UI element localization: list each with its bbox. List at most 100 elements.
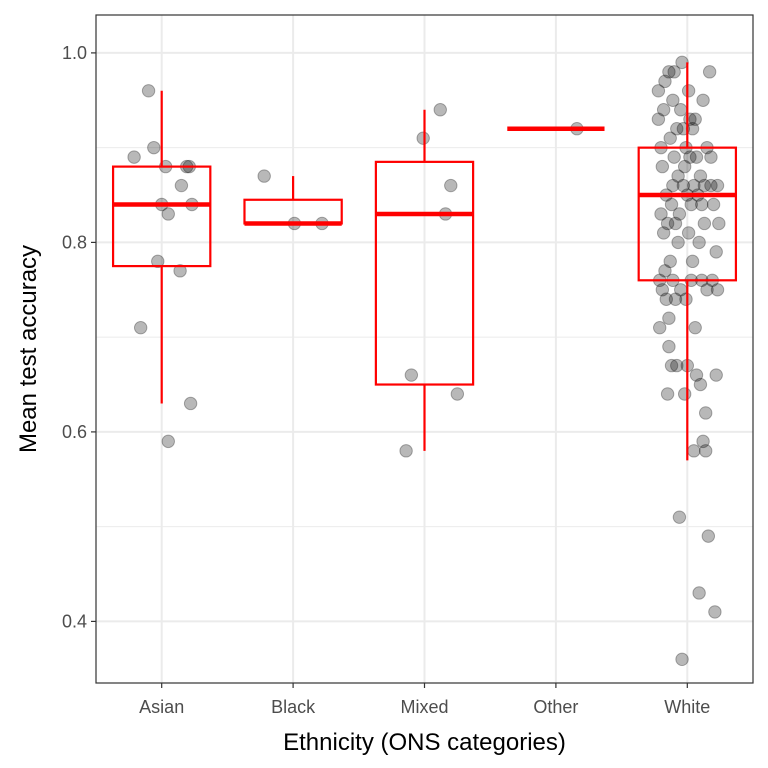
point-asian-3 xyxy=(147,140,161,155)
y-axis-title: Mean test accuracy xyxy=(15,245,42,453)
point-white-57 xyxy=(687,178,701,193)
point-white-0 xyxy=(651,112,666,126)
box-body-asian xyxy=(111,165,212,268)
box-black xyxy=(243,176,343,226)
point-white-31 xyxy=(670,122,684,136)
point-white-26 xyxy=(667,65,681,79)
x-tick-label-other: Other xyxy=(533,697,578,717)
point-white-44 xyxy=(679,292,693,306)
point-white-72 xyxy=(697,178,712,193)
point-white-32 xyxy=(671,169,685,183)
point-white-61 xyxy=(689,368,704,382)
point-white-63 xyxy=(692,235,706,250)
point-white-56 xyxy=(687,444,701,458)
x-axis-title: Ethnicity (ONS categories) xyxy=(283,729,566,756)
box-glyphs xyxy=(111,62,738,461)
point-white-73 xyxy=(698,444,713,458)
point-white-60 xyxy=(689,150,704,164)
point-white-18 xyxy=(662,311,676,325)
point-white-55 xyxy=(685,254,700,269)
point-black-0 xyxy=(257,169,271,183)
point-white-9 xyxy=(656,103,671,117)
point-white-49 xyxy=(681,84,696,98)
point-white-84 xyxy=(709,368,723,382)
point-mixed-3 xyxy=(433,103,447,117)
point-white-80 xyxy=(704,150,718,164)
point-asian-10 xyxy=(174,178,189,193)
point-white-74 xyxy=(698,406,713,420)
point-white-88 xyxy=(712,216,726,231)
point-white-11 xyxy=(658,264,672,278)
point-asian-7 xyxy=(161,207,175,221)
point-white-40 xyxy=(676,178,691,193)
point-white-70 xyxy=(696,434,710,449)
point-white-22 xyxy=(664,197,679,212)
point-white-2 xyxy=(653,320,667,335)
point-mixed-6 xyxy=(450,387,465,401)
point-white-75 xyxy=(700,283,714,297)
point-white-42 xyxy=(677,387,692,401)
point-white-16 xyxy=(662,65,676,79)
point-white-66 xyxy=(693,377,708,392)
point-white-33 xyxy=(671,235,685,250)
point-white-23 xyxy=(666,93,680,107)
point-white-4 xyxy=(654,207,668,221)
point-white-12 xyxy=(659,292,673,306)
point-asian-1 xyxy=(133,320,148,335)
y-tick-label-3: 1.0 xyxy=(62,43,87,63)
point-white-53 xyxy=(684,197,698,212)
point-asian-13 xyxy=(183,396,198,411)
point-white-30 xyxy=(670,358,684,373)
box-asian xyxy=(111,90,212,404)
point-white-10 xyxy=(658,74,672,89)
box-body-mixed xyxy=(374,160,475,386)
point-white-6 xyxy=(655,283,670,297)
point-white-51 xyxy=(683,150,697,164)
x-tick-label-white: White xyxy=(664,697,710,717)
point-white-7 xyxy=(655,159,670,174)
point-white-8 xyxy=(656,226,671,240)
point-white-20 xyxy=(663,254,677,269)
point-asian-0 xyxy=(127,150,141,164)
point-white-48 xyxy=(681,226,696,240)
point-white-29 xyxy=(668,292,683,306)
point-mixed-2 xyxy=(416,131,430,145)
point-white-17 xyxy=(662,339,676,354)
point-mixed-1 xyxy=(404,368,419,382)
point-white-68 xyxy=(695,197,709,212)
y-axis: 0.4 0.6 0.8 1.0 xyxy=(62,43,96,631)
point-white-34 xyxy=(672,510,687,524)
point-white-36 xyxy=(674,103,688,117)
point-white-28 xyxy=(668,216,683,231)
point-white-87 xyxy=(710,283,725,297)
y-tick-label-0: 0.4 xyxy=(62,611,87,631)
point-white-78 xyxy=(702,65,717,79)
point-white-15 xyxy=(660,216,675,231)
point-white-79 xyxy=(704,178,718,193)
point-white-25 xyxy=(666,178,680,193)
point-white-65 xyxy=(693,169,708,183)
x-tick-label-asian: Asian xyxy=(139,697,184,717)
x-axis: Asian Black Mixed Other White xyxy=(139,683,710,717)
point-white-27 xyxy=(667,150,681,164)
point-white-77 xyxy=(701,529,716,543)
point-white-43 xyxy=(677,159,692,174)
point-asian-8 xyxy=(161,434,175,449)
point-white-85 xyxy=(709,245,723,259)
x-tick-label-black: Black xyxy=(271,697,316,717)
point-white-64 xyxy=(692,586,706,600)
point-asian-2 xyxy=(141,84,156,98)
box-white xyxy=(637,62,738,461)
point-white-21 xyxy=(664,358,679,373)
point-white-39 xyxy=(675,652,689,667)
point-asian-9 xyxy=(173,264,187,278)
point-white-71 xyxy=(697,216,712,231)
point-asian-4 xyxy=(151,254,165,269)
point-mixed-0 xyxy=(399,444,413,458)
point-white-83 xyxy=(708,605,722,619)
box-body-white xyxy=(637,146,738,282)
point-white-82 xyxy=(706,197,721,212)
y-tick-label-2: 0.8 xyxy=(62,232,87,252)
y-tick-label-1: 0.6 xyxy=(62,422,87,442)
